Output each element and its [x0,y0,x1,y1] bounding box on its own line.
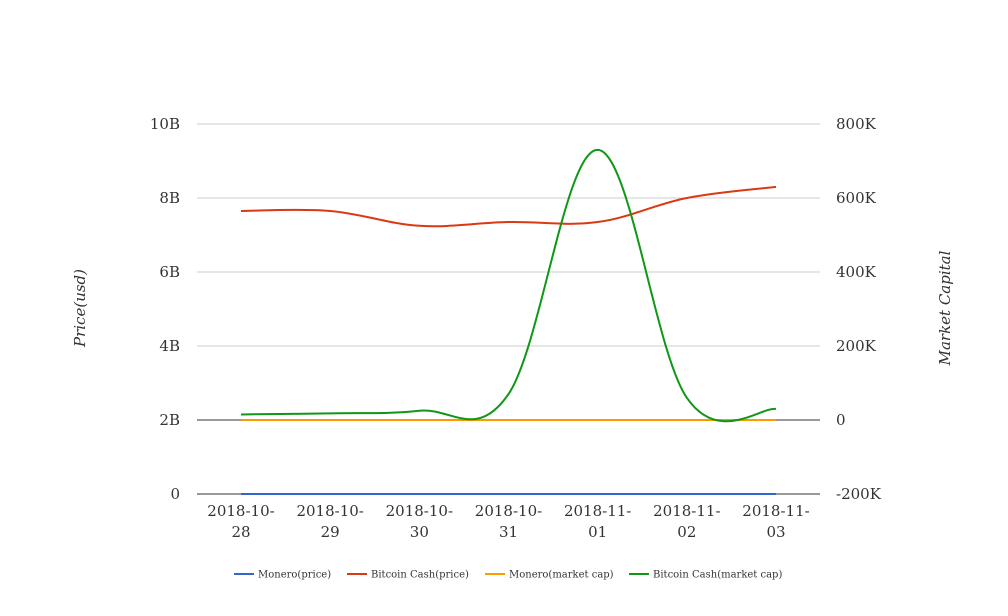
right-axis-title: Market Capital [936,250,954,366]
legend-label: Monero(price) [258,570,331,581]
x-tick-label: 2018-10-30 [386,502,453,541]
left-tick-label: 2B [159,411,180,429]
right-tick-label: -200K [836,485,882,503]
right-tick-label: 0 [836,411,846,429]
x-tick-label: 2018-10-28 [207,502,274,541]
grid-lines [197,123,820,495]
left-tick-label: 4B [159,337,180,355]
series-lines [240,148,777,496]
right-tick-label: 400K [836,263,877,281]
left-tick-label: 0 [170,485,180,503]
left-tick-label: 6B [159,263,180,281]
left-tick-label: 8B [159,189,180,207]
x-tick-label: 2018-10-29 [296,502,363,541]
legend-label: Bitcoin Cash(price) [371,570,469,581]
legend-label: Monero(market cap) [509,570,614,581]
legend-label: Bitcoin Cash(market cap) [653,570,782,581]
x-tick-label: 2018-11-01 [564,502,631,541]
left-axis-ticks: 0 2B 4B 6B 8B 10B [150,115,180,503]
x-tick-label: 2018-11-02 [653,502,720,541]
series-line-3 [240,148,777,423]
legend: Monero(price) Bitcoin Cash(price) Monero(m… [234,570,782,581]
left-axis-title: Price(usd) [71,269,89,348]
right-tick-label: 800K [836,115,877,133]
series-line-1 [240,185,777,228]
right-tick-label: 200K [836,337,877,355]
right-axis-ticks: -200K 0 200K 400K 600K 800K [836,115,882,503]
x-tick-label: 2018-10-31 [475,502,542,541]
x-tick-label: 2018-11-03 [742,502,809,541]
left-tick-label: 10B [150,115,180,133]
right-tick-label: 600K [836,189,877,207]
x-axis-ticks: 2018-10-28 2018-10-29 2018-10-30 2018-10-31… [207,502,809,541]
